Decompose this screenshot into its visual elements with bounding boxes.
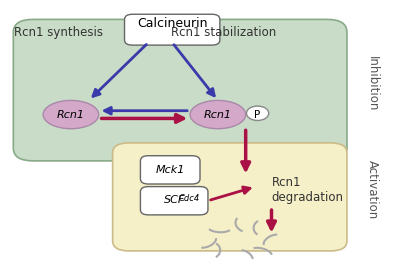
Text: Rcn1: Rcn1 [57,110,85,120]
Text: Rcn1 synthesis: Rcn1 synthesis [14,26,104,39]
Text: Inhibition: Inhibition [366,56,379,111]
Text: Activation: Activation [366,160,379,219]
Text: P: P [254,110,261,120]
Text: Mck1: Mck1 [156,165,185,175]
FancyBboxPatch shape [113,143,347,251]
Ellipse shape [190,100,246,129]
Text: Rcn1: Rcn1 [204,110,232,120]
Text: Rcn1 stabilization: Rcn1 stabilization [171,26,276,39]
Text: Calcineurin: Calcineurin [137,17,208,30]
FancyBboxPatch shape [124,14,220,45]
Text: SCF: SCF [164,195,185,205]
Text: Rcn1
degradation: Rcn1 degradation [272,177,344,204]
Ellipse shape [43,100,99,129]
Text: Cdc4: Cdc4 [178,193,200,203]
Circle shape [246,106,269,120]
FancyBboxPatch shape [140,187,208,215]
FancyBboxPatch shape [13,20,347,161]
FancyBboxPatch shape [140,156,200,184]
